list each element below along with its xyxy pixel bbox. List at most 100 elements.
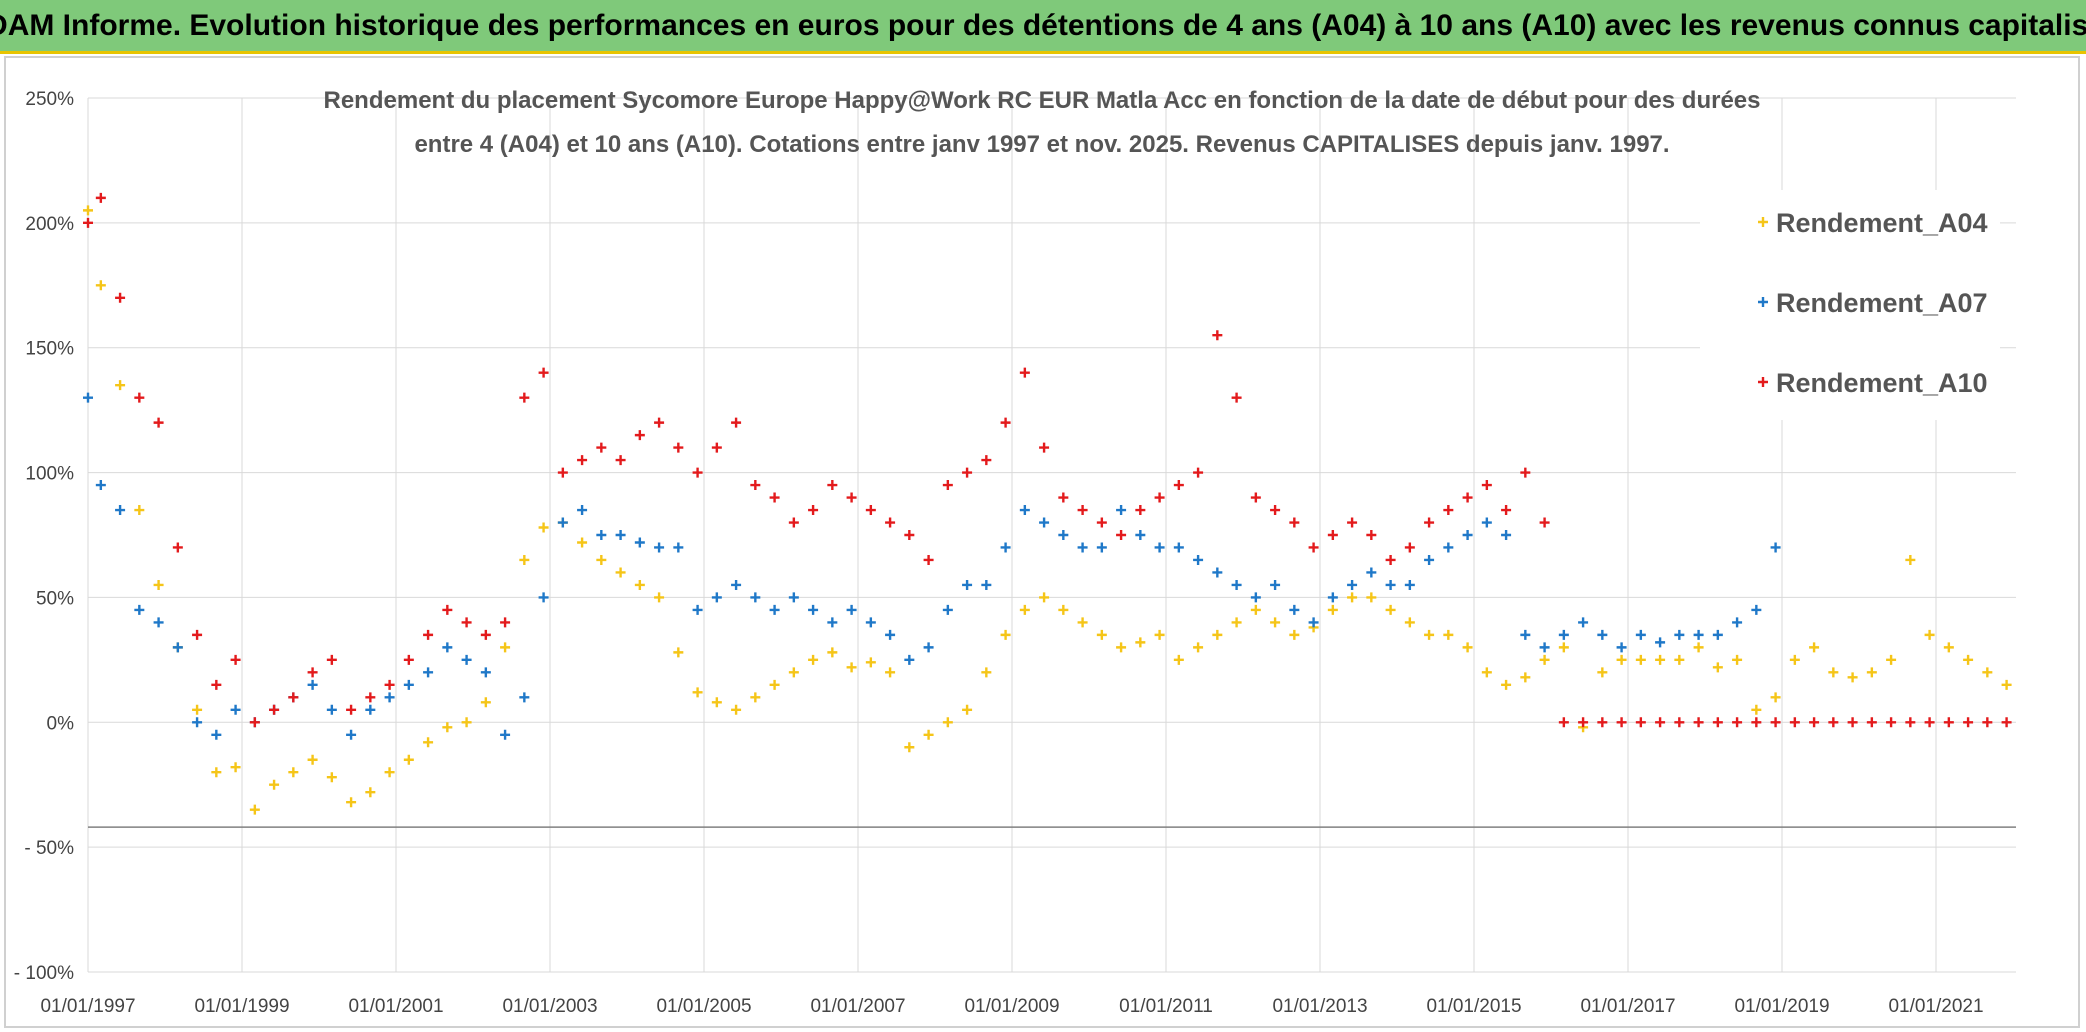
data-point [1000,542,1011,553]
data-point [519,692,530,703]
data-point [1173,542,1184,553]
axes: 250% 200% 150% 100% 50% 0% - 50% - 100% 01/01/19… [14,89,2016,1017]
data-point [1578,717,1589,728]
data-point [962,467,973,478]
data-point [1616,717,1627,728]
data-point [211,767,222,778]
data-point [788,667,799,678]
data-point [1597,629,1608,640]
data-point [1809,717,1820,728]
data-point [288,692,299,703]
data-point [1039,442,1050,453]
data-point [731,579,742,590]
data-point [1520,672,1531,683]
data-point [2001,679,2012,690]
x-tick-label: 01/01/2001 [348,996,443,1017]
data-point [1462,492,1473,503]
data-point [1270,617,1281,628]
data-point [1019,505,1030,516]
data-point [923,554,934,565]
data-point [365,787,376,798]
data-point [1693,717,1704,728]
data-point [461,717,472,728]
data-point [1751,717,1762,728]
data-point [442,604,453,615]
data-point [981,667,992,678]
y-tick-label: 250% [25,89,74,110]
data-point [865,617,876,628]
data-point [1116,530,1127,540]
data-point [1039,517,1050,528]
data-point [711,442,722,453]
data-point [1385,604,1396,615]
x-tick-label: 01/01/2003 [502,996,597,1017]
data-point [326,704,337,715]
data-point [1866,717,1877,728]
data-point [827,480,838,491]
data-point [95,480,106,491]
data-point [346,704,357,715]
data-point [1674,654,1685,665]
data-point [1443,505,1454,516]
data-point [500,729,511,740]
data-point [1116,505,1127,516]
data-point [1327,604,1338,615]
data-point [981,455,992,466]
data-point [1943,642,1954,653]
data-point [1347,517,1358,528]
chart-title-line1: Rendement du placement Sycomore Europe H… [324,87,1761,114]
data-point [326,654,337,665]
data-point [134,392,145,403]
data-point [1616,642,1627,653]
data-point [634,537,645,548]
data-point [750,480,761,491]
data-point [1366,592,1377,603]
data-point [1481,517,1492,528]
data-point [808,604,819,615]
data-point [1404,542,1415,553]
data-point [249,717,260,728]
data-point [519,392,530,403]
data-point [1693,642,1704,653]
data-point [865,657,876,668]
data-point [1770,717,1781,728]
data-point [1135,530,1146,540]
data-point [1828,717,1839,728]
data-point [1289,629,1300,640]
series-rendement_a04 [83,205,2012,815]
data-point [288,767,299,778]
data-point [1597,717,1608,728]
data-point [2001,717,2012,728]
legend-background [1700,190,2000,420]
data-point [1558,642,1569,653]
data-point [1751,604,1762,615]
data-point [1712,662,1723,673]
x-tick-label: 01/01/2011 [1119,996,1213,1017]
data-point [1770,692,1781,703]
data-point [1231,617,1242,628]
data-point [1558,717,1569,728]
data-point [1212,330,1223,341]
data-point [1250,592,1261,603]
y-tick-label: 150% [25,339,74,360]
data-point [1789,717,1800,728]
data-point [134,505,145,516]
data-point [1963,717,1974,728]
x-tick-label: 01/01/2019 [1734,996,1829,1017]
data-point [403,679,414,690]
x-tick-label: 01/01/2021 [1888,996,1983,1017]
data-point [1289,604,1300,615]
data-point [885,667,896,678]
data-point [1385,554,1396,565]
data-point [596,442,607,453]
data-point [885,629,896,640]
data-point [1943,717,1954,728]
data-point [769,604,780,615]
data-point [923,729,934,740]
data-point [769,679,780,690]
data-point [1308,542,1319,553]
legend: Rendement_A04 Rendement_A07 Rendement_A10 [1700,190,2000,420]
data-point [1501,679,1512,690]
series-rendement_a10 [83,192,2012,728]
data-point [577,537,588,548]
